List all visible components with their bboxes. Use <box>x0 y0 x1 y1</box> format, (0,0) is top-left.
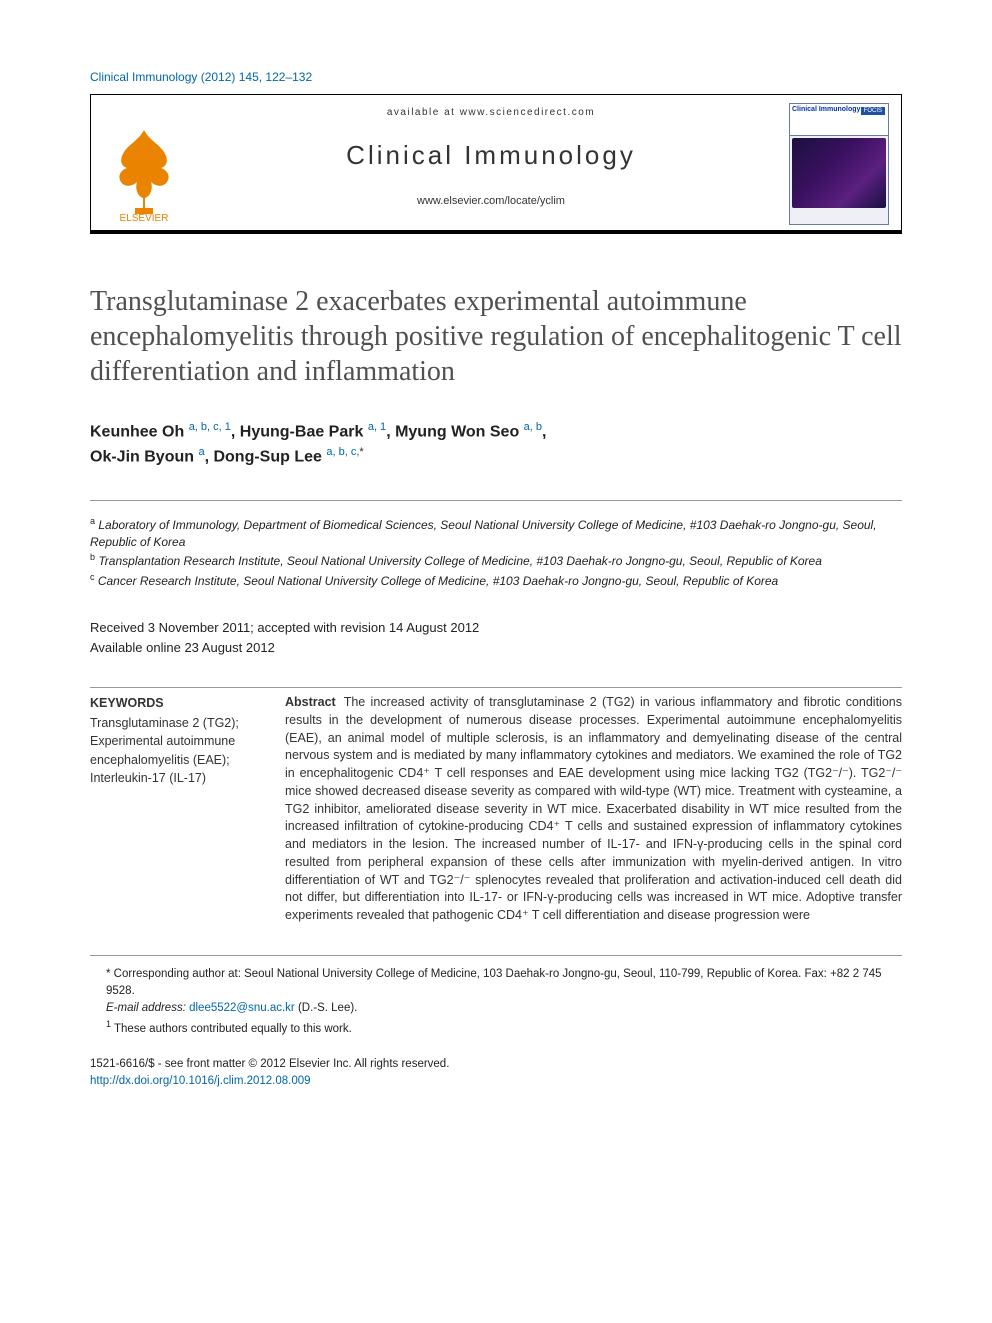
author-affil-sup[interactable]: a <box>198 446 204 458</box>
available-at-text: available at www.sciencedirect.com <box>201 107 781 118</box>
journal-cover-area: FOCIS Clinical Immunology <box>781 95 901 230</box>
copyright-block: 1521-6616/$ - see front matter © 2012 El… <box>90 1056 902 1091</box>
affiliation-line: c Cancer Research Institute, Seoul Natio… <box>90 571 902 590</box>
email-footnote: E-mail address: dlee5522@snu.ac.kr (D.-S… <box>90 1000 902 1017</box>
elsevier-tree-icon: ELSEVIER <box>99 122 189 222</box>
email-label: E-mail address: <box>106 1002 186 1014</box>
abstract-heading: Abstract <box>285 695 336 709</box>
keywords-heading: KEYWORDS <box>90 694 265 712</box>
online-date: Available online 23 August 2012 <box>90 638 902 658</box>
abstract-column: AbstractThe increased activity of transg… <box>285 694 902 925</box>
keywords-abstract-block: KEYWORDS Transglutaminase 2 (TG2); Exper… <box>90 687 902 925</box>
author-name: Dong-Sup Lee <box>213 449 326 466</box>
author-name: Keunhee Oh <box>90 423 189 440</box>
journal-cover-thumbnail: FOCIS Clinical Immunology <box>789 103 889 225</box>
journal-name: Clinical Immunology <box>201 140 781 171</box>
article-dates: Received 3 November 2011; accepted with … <box>90 618 902 657</box>
author-name: Myung Won Seo <box>395 423 524 440</box>
corresponding-footnote: * Corresponding author at: Seoul Nationa… <box>90 966 902 1001</box>
author-affil-sup[interactable]: a, 1 <box>368 421 386 433</box>
page-container: Clinical Immunology (2012) 145, 122–132 … <box>0 0 992 1130</box>
header-center: available at www.sciencedirect.com Clini… <box>201 95 781 230</box>
cover-image-placeholder <box>792 138 886 208</box>
journal-header-box: ELSEVIER available at www.sciencedirect.… <box>90 94 902 234</box>
author-affil-sup[interactable]: a, b, c, 1 <box>189 421 231 433</box>
affiliations-block: a Laboratory of Immunology, Department o… <box>90 515 902 591</box>
email-attr: (D.-S. Lee). <box>295 1002 358 1014</box>
corresponding-author-star[interactable]: * <box>359 446 363 458</box>
front-matter-line: 1521-6616/$ - see front matter © 2012 El… <box>90 1056 902 1073</box>
focis-badge: FOCIS <box>861 107 885 115</box>
affiliation-text: Cancer Research Institute, Seoul Nationa… <box>98 574 778 588</box>
keywords-column: KEYWORDS Transglutaminase 2 (TG2); Exper… <box>90 694 285 925</box>
elsevier-label: ELSEVIER <box>120 213 169 222</box>
journal-url[interactable]: www.elsevier.com/locate/yclim <box>201 195 781 207</box>
abstract-body: The increased activity of transglutamina… <box>285 695 902 922</box>
doi-link[interactable]: http://dx.doi.org/10.1016/j.clim.2012.08… <box>90 1075 311 1087</box>
received-date: Received 3 November 2011; accepted with … <box>90 618 902 638</box>
email-link[interactable]: dlee5522@snu.ac.kr <box>189 1002 295 1014</box>
author-name: Hyung-Bae Park <box>240 423 368 440</box>
citation-link[interactable]: Clinical Immunology (2012) 145, 122–132 <box>90 70 902 84</box>
affiliation-line: b Transplantation Research Institute, Se… <box>90 551 902 570</box>
affiliation-text: Laboratory of Immunology, Department of … <box>90 518 877 549</box>
article-title: Transglutaminase 2 exacerbates experimen… <box>90 284 902 389</box>
affiliation-text: Transplantation Research Institute, Seou… <box>98 554 822 568</box>
footnotes-block: * Corresponding author at: Seoul Nationa… <box>90 955 902 1090</box>
authors-list: Keunhee Oh a, b, c, 1, Hyung-Bae Park a,… <box>90 419 902 470</box>
affiliation-line: a Laboratory of Immunology, Department o… <box>90 515 902 552</box>
equal-contrib-footnote: 1 These authors contributed equally to t… <box>90 1018 902 1038</box>
corr-author-text: Corresponding author at: Seoul National … <box>106 968 882 997</box>
author-name: Ok-Jin Byoun <box>90 449 198 466</box>
equal-contrib-text: These authors contributed equally to thi… <box>114 1023 352 1035</box>
author-affil-sup[interactable]: a, b, c, <box>326 446 359 458</box>
divider <box>90 500 902 501</box>
keywords-body: Transglutaminase 2 (TG2); Experimental a… <box>90 714 265 787</box>
author-affil-sup[interactable]: a, b <box>524 421 542 433</box>
publisher-logo-area: ELSEVIER <box>91 95 201 230</box>
